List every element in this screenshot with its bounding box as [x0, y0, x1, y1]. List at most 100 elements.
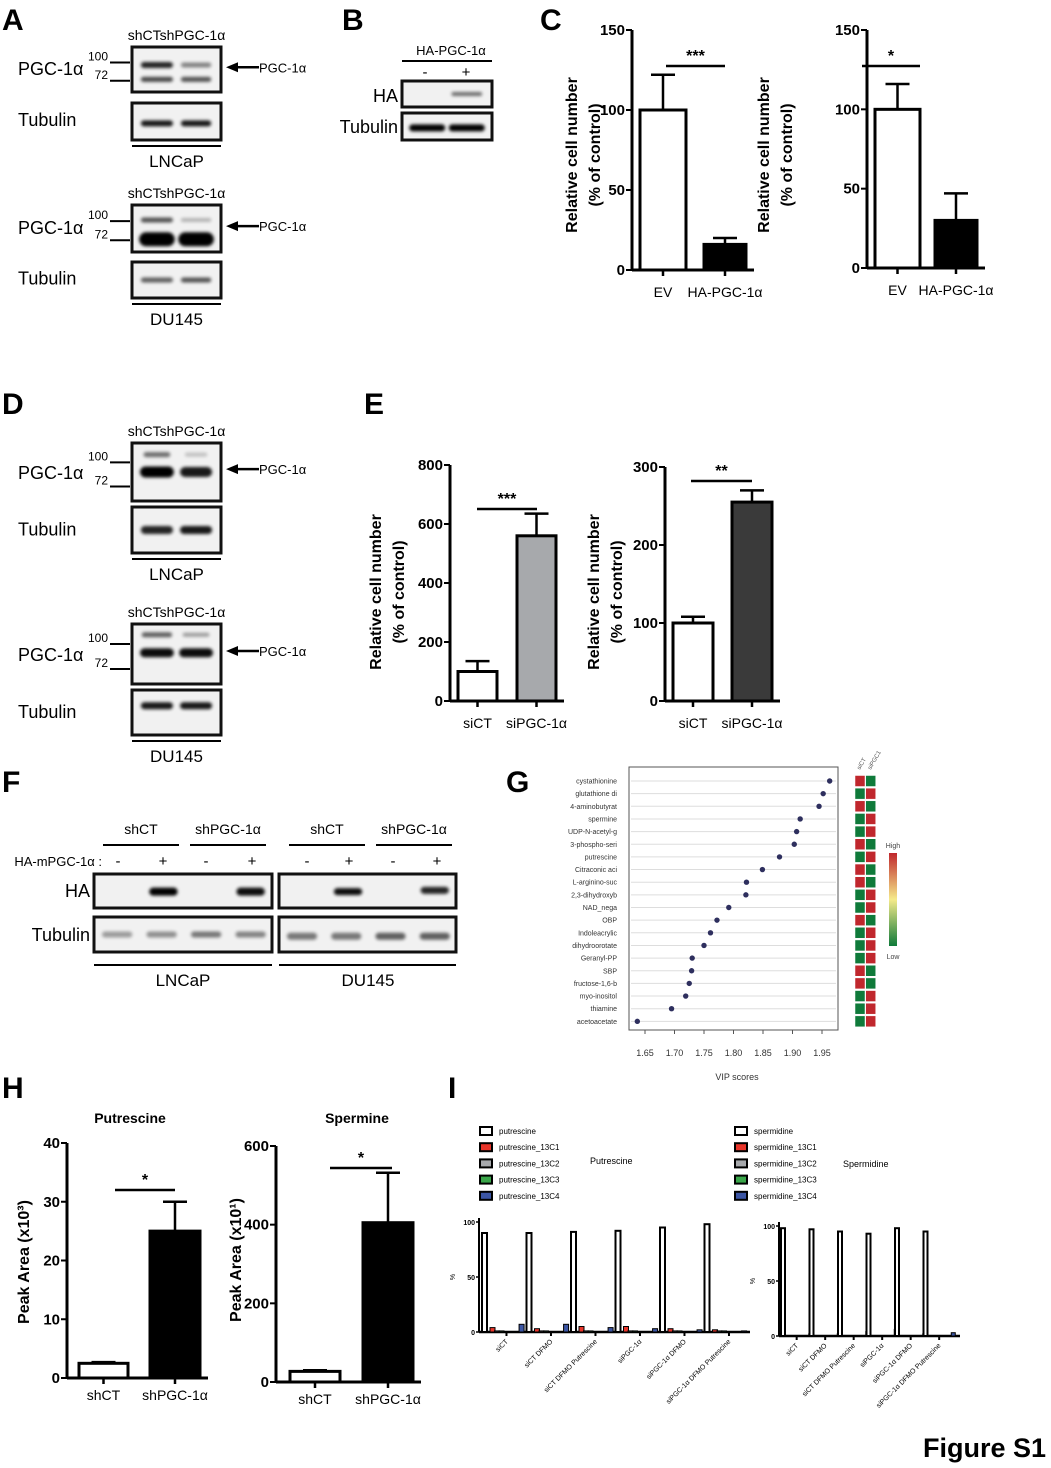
y-axis-label: Relative cell number: [586, 514, 603, 670]
protein-band: [180, 277, 212, 283]
metabolite-label: Citraconic aci: [575, 867, 617, 874]
lanes-header: shCTshPGC-1α: [128, 185, 226, 201]
row-label-tubulin: Tubulin: [340, 117, 398, 137]
bar-spermidine: [865, 1232, 872, 1337]
heatmap-cell: [865, 787, 876, 800]
heatmap-cell: [854, 977, 866, 990]
pgc1a-blot: [130, 45, 223, 94]
heatmap-cell: [854, 813, 866, 825]
arrow-icon: [226, 464, 238, 475]
metabolite-label: L-arginino-suc: [573, 880, 618, 887]
metabolite-label: 2,3-dihydroxyb: [571, 892, 617, 899]
x-tick-label: HA-PGC-1α: [688, 284, 763, 300]
bar-ha-pgc-1-: [933, 218, 979, 270]
lane-sign: +: [433, 853, 442, 870]
panel-letter-a: A: [2, 4, 24, 37]
cell-line-label: DU145: [150, 747, 203, 766]
y-tick-label: 100: [600, 102, 625, 119]
x-tick-label: 1.75: [695, 1048, 713, 1058]
arrow-label: PGC-1α: [259, 219, 307, 234]
figure-label: Figure S1: [923, 1433, 1046, 1463]
ha-blot-lncap: [92, 872, 274, 910]
x-tick-label: siCT: [679, 715, 708, 731]
panel-letter-b: B: [342, 4, 364, 37]
cell-line-label: LNCaP: [156, 971, 211, 990]
legend-label: putrescine_13C2: [499, 1159, 560, 1168]
ha-pgc1a-header: HA-PGC-1α: [416, 43, 486, 58]
y-tick-label: 800: [418, 457, 443, 474]
arrow-icon: [226, 221, 238, 232]
y-tick-label: 0: [650, 693, 658, 710]
panel-letter-d: D: [2, 388, 24, 421]
protein-band: [420, 886, 449, 894]
significance-stars: *: [888, 48, 895, 65]
legend-label: putrescine_13C4: [499, 1192, 560, 1201]
protein-band: [236, 887, 265, 896]
colorbar: [889, 853, 897, 946]
y-tick-label: 400: [418, 575, 443, 592]
bar-putrescine_13c1: [623, 1326, 629, 1333]
bar-ev: [638, 108, 688, 272]
heatmap-cell: [865, 775, 876, 787]
y-axis-label: Relative cell number: [756, 77, 773, 233]
arrow-label: PGC-1α: [259, 644, 307, 659]
vip-point: [776, 854, 783, 860]
bar-spermidine: [780, 1227, 786, 1337]
x-tick-label: 1.70: [666, 1048, 684, 1058]
lane-sign: +: [248, 853, 257, 870]
heatmap-column-label: siPGC1: [867, 750, 883, 771]
x-tick-label: siCT: [463, 715, 492, 731]
x-tick-label: siPGC-1α DFMO: [645, 1338, 688, 1381]
legend-swatch: [479, 1142, 493, 1153]
heatmap-cell: [854, 889, 866, 901]
protein-band: [149, 887, 178, 896]
legend-label: putrescine_13C1: [499, 1143, 560, 1152]
y-tick-label: 10: [43, 1311, 60, 1328]
marker-100: 100: [88, 208, 108, 222]
protein-band: [139, 232, 175, 247]
legend-swatch: [479, 1126, 493, 1136]
legend-swatch: [734, 1126, 748, 1136]
heatmap-column-label: siCT: [857, 757, 869, 771]
bar-sipgc-1-: [730, 500, 774, 703]
bar-putrescine_13c4: [607, 1327, 614, 1333]
bar-shct: [288, 1369, 342, 1384]
x-tick-label: HA-PGC-1α: [919, 282, 994, 298]
metabolite-label: dihydroorotate: [572, 943, 617, 950]
bar-putrescine_13c3: [632, 1330, 638, 1333]
legend-label: spermidine: [754, 1127, 794, 1136]
x-tick-label: siCT: [785, 1342, 801, 1358]
x-tick-label: siPGC-1α: [722, 715, 783, 731]
heatmap-cell: [854, 825, 866, 838]
heatmap-cell: [865, 1002, 876, 1015]
protein-band: [286, 932, 318, 940]
metabolite-label: SBP: [603, 968, 617, 975]
row-label-tubulin: Tubulin: [18, 110, 76, 130]
vip-point: [701, 942, 707, 949]
panel-letter-c: C: [540, 4, 562, 37]
vip-point: [707, 930, 714, 936]
significance-stars: ***: [686, 48, 705, 65]
legend-label: putrescine_13C3: [499, 1176, 560, 1185]
metabolite-label: putrescine: [585, 854, 617, 861]
row-label-tubulin: Tubulin: [18, 702, 76, 722]
y-tick-label: 600: [418, 516, 443, 533]
lanes-header: shCTshPGC-1α: [128, 423, 226, 439]
colorbar-low-label: Low: [887, 954, 901, 961]
legend-swatch: [734, 1142, 748, 1153]
bar-shpgc-1-: [361, 1221, 415, 1384]
y-tick-label: 200: [418, 634, 443, 651]
bar-putrescine: [614, 1229, 622, 1334]
heatmap-cell: [854, 800, 866, 813]
chart-title: Putrescine: [94, 1110, 166, 1126]
protein-band: [140, 526, 173, 534]
heatmap-cell: [865, 1015, 876, 1028]
legend-label: putrescine: [499, 1127, 536, 1136]
lane-sign: -: [116, 853, 121, 870]
y-tick-label: 100: [633, 615, 658, 632]
protein-band: [182, 632, 210, 637]
lane-sign: -: [391, 853, 396, 870]
heatmap-cell: [854, 927, 866, 939]
